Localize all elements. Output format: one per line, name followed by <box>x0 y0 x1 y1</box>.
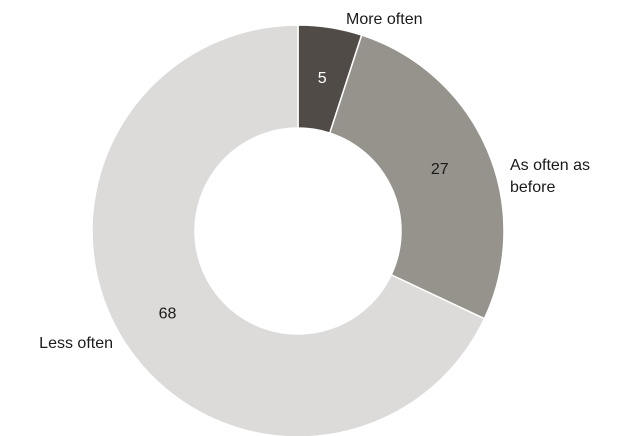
category-label-more-often: More often <box>346 11 422 28</box>
value-label-less-often: 68 <box>159 305 177 322</box>
slice-as-often-as-before <box>328 34 505 320</box>
category-label-less-often: Less often <box>39 335 113 352</box>
category-labels: More often As often as before Less often <box>39 11 590 352</box>
category-label-as-often-as-before: As often as before <box>510 157 590 196</box>
value-label-more-often: 5 <box>318 70 327 87</box>
value-labels: 5 27 68 <box>159 70 449 322</box>
value-label-as-often-as-before: 27 <box>431 161 449 178</box>
slice-less-often <box>91 24 486 436</box>
donut-slices <box>91 24 505 436</box>
